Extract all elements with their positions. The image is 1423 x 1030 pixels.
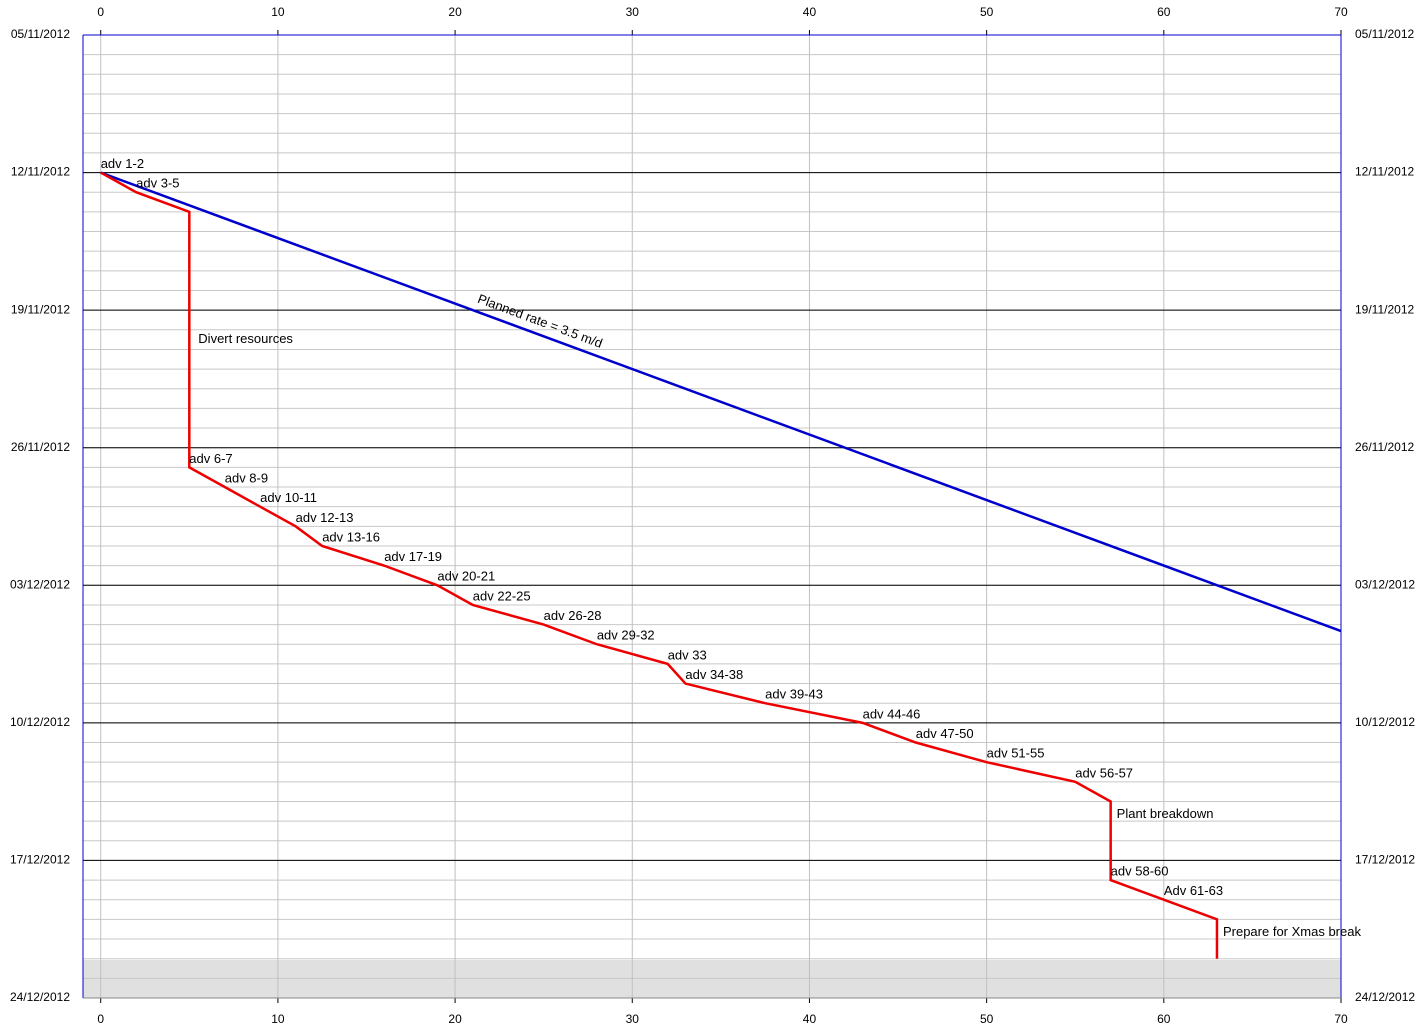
point-label: adv 34-38 — [685, 667, 743, 682]
point-label: adv 39-43 — [765, 687, 823, 702]
y-tick-label: 03/12/2012 — [1355, 577, 1415, 591]
point-label: adv 17-19 — [384, 549, 442, 564]
x-tick-label: 70 — [1334, 5, 1348, 19]
y-tick-label: 10/12/2012 — [1355, 715, 1415, 729]
y-tick-label: 19/11/2012 — [1355, 302, 1414, 316]
y-tick-label: 05/11/2012 — [1355, 27, 1414, 41]
x-tick-label: 50 — [980, 1012, 994, 1026]
point-label: adv 22-25 — [473, 588, 531, 603]
x-tick-label: 50 — [980, 5, 994, 19]
point-label: adv 8-9 — [225, 470, 268, 485]
x-tick-label: 30 — [626, 1012, 640, 1026]
point-label: Prepare for Xmas break — [1223, 924, 1362, 939]
point-label: adv 12-13 — [296, 510, 354, 525]
y-tick-label: 12/11/2012 — [11, 165, 70, 179]
point-label: adv 44-46 — [863, 706, 921, 721]
y-tick-label: 10/12/2012 — [10, 715, 70, 729]
point-label: adv 6-7 — [189, 451, 232, 466]
point-label: Divert resources — [198, 331, 293, 346]
series-line — [100, 171, 1219, 959]
point-label: adv 1-2 — [101, 156, 144, 171]
x-tick-label: 10 — [271, 5, 285, 19]
x-tick-label: 60 — [1157, 5, 1171, 19]
x-tick-label: 0 — [97, 5, 104, 19]
shaded-region — [83, 960, 1341, 998]
point-label: adv 51-55 — [987, 746, 1045, 761]
point-label: adv 47-50 — [916, 726, 974, 741]
series-line — [100, 171, 1342, 633]
x-tick-label: 0 — [97, 1012, 104, 1026]
y-tick-label: 03/12/2012 — [10, 577, 70, 591]
y-tick-label: 12/11/2012 — [1355, 165, 1414, 179]
point-label: Plant breakdown — [1117, 806, 1214, 821]
point-label: Adv 61-63 — [1164, 883, 1223, 898]
y-tick-label: 17/12/2012 — [10, 853, 70, 867]
x-tick-label: 40 — [803, 5, 817, 19]
series-label: Planned rate = 3.5 m/d — [476, 291, 605, 351]
x-tick-label: 20 — [448, 5, 462, 19]
x-tick-label: 30 — [626, 5, 640, 19]
y-tick-label: 24/12/2012 — [1355, 990, 1415, 1004]
y-tick-label: 05/11/2012 — [11, 27, 70, 41]
x-tick-label: 70 — [1334, 1012, 1348, 1026]
point-label: adv 3-5 — [136, 176, 179, 191]
y-tick-label: 26/11/2012 — [11, 440, 70, 454]
point-label: adv 58-60 — [1111, 864, 1169, 879]
point-label: adv 29-32 — [597, 628, 655, 643]
y-tick-label: 26/11/2012 — [1355, 440, 1414, 454]
point-label: adv 26-28 — [544, 608, 602, 623]
point-label: adv 10-11 — [260, 490, 317, 505]
x-tick-label: 10 — [271, 1012, 285, 1026]
point-label: adv 56-57 — [1075, 765, 1133, 780]
point-label: adv 20-21 — [437, 569, 495, 584]
x-tick-label: 60 — [1157, 1012, 1171, 1026]
x-tick-label: 40 — [803, 1012, 817, 1026]
point-label: adv 33 — [668, 647, 707, 662]
point-label: adv 13-16 — [322, 529, 380, 544]
y-tick-label: 17/12/2012 — [1355, 853, 1415, 867]
y-tick-label: 19/11/2012 — [11, 302, 70, 316]
y-tick-label: 24/12/2012 — [10, 990, 70, 1004]
x-tick-label: 20 — [448, 1012, 462, 1026]
